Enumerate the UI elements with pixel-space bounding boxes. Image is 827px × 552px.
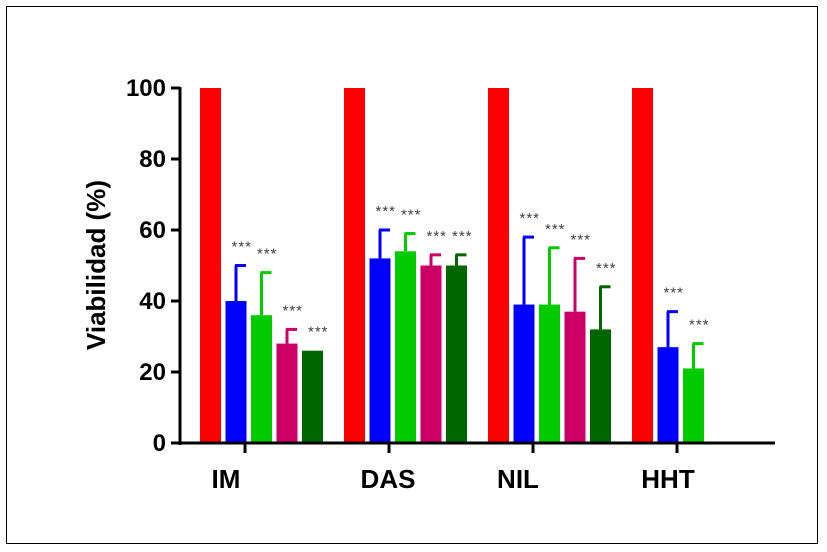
significance-label: *** <box>664 285 685 302</box>
significance-label: *** <box>283 302 304 319</box>
significance-label: *** <box>545 221 566 238</box>
bar <box>420 265 442 443</box>
x-category-label: DAS <box>361 464 416 494</box>
significance-label: *** <box>520 210 541 227</box>
significance-label: *** <box>452 228 473 245</box>
bar <box>251 315 272 443</box>
y-tick-label: 80 <box>139 146 166 173</box>
bar <box>200 88 221 443</box>
bar <box>369 258 391 443</box>
significance-label: *** <box>401 207 422 224</box>
bar <box>683 368 704 443</box>
x-category-label: NIL <box>497 464 539 494</box>
significance-label: *** <box>596 260 617 277</box>
significance-label: *** <box>571 231 592 248</box>
chart-frame <box>6 6 818 544</box>
bar <box>276 343 298 443</box>
significance-label: *** <box>376 203 397 220</box>
bar <box>488 88 509 443</box>
significance-label: *** <box>427 228 448 245</box>
y-tick-label: 20 <box>139 359 166 386</box>
bar <box>564 311 586 443</box>
y-axis-title: Viabilidad (%) <box>81 180 111 350</box>
x-category-label: HHT <box>641 464 695 494</box>
bar <box>344 88 365 443</box>
bar <box>539 304 560 443</box>
bar <box>657 347 679 443</box>
significance-label: *** <box>257 246 278 263</box>
bar <box>302 350 323 443</box>
y-tick-label: 100 <box>126 75 166 102</box>
significance-label: *** <box>232 239 253 256</box>
bar <box>225 301 247 443</box>
bar <box>446 265 467 443</box>
y-tick-label: 60 <box>139 217 166 244</box>
bar <box>590 329 611 443</box>
bar <box>632 88 653 443</box>
y-tick-label: 40 <box>139 288 166 315</box>
x-category-label: IM <box>212 464 241 494</box>
significance-label: *** <box>689 317 710 334</box>
bar <box>513 304 535 443</box>
significance-label: *** <box>308 324 329 341</box>
bar <box>395 251 416 443</box>
y-tick-label: 0 <box>153 430 166 457</box>
